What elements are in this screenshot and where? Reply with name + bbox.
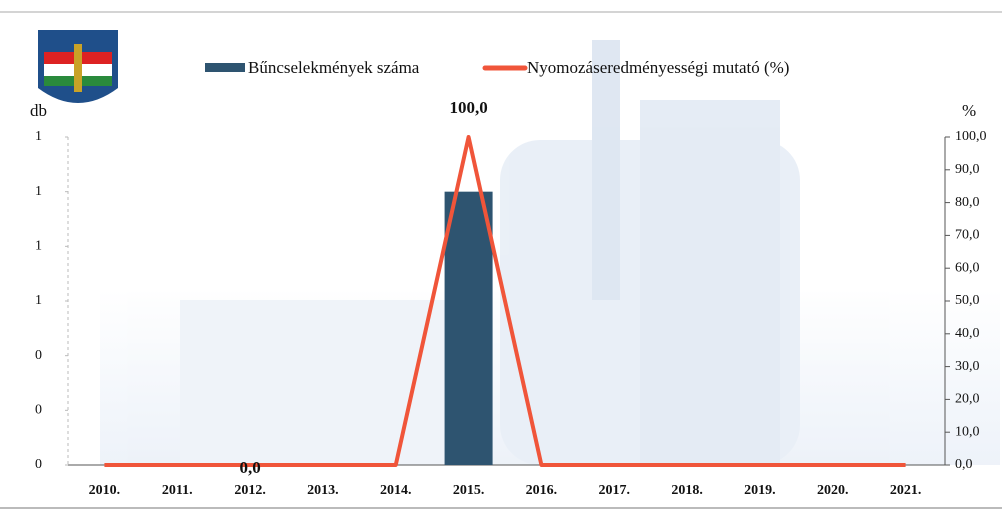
y-axis-title: db xyxy=(30,101,47,120)
legend-label: Bűncselekmények száma xyxy=(248,58,420,77)
y-tick-label: 0 xyxy=(35,403,42,418)
x-tick-label: 2011. xyxy=(162,483,193,498)
x-tick-label: 2014. xyxy=(380,483,412,498)
legend-label: Nyomozáseredményességi mutató (%) xyxy=(527,58,789,77)
logo xyxy=(38,30,118,103)
y2-tick-label: 30,0 xyxy=(955,359,980,374)
x-tick-label: 2017. xyxy=(599,483,631,498)
y-tick-label: 0 xyxy=(35,348,42,363)
y2-tick-label: 0,0 xyxy=(955,457,973,472)
y-tick-label: 1 xyxy=(35,239,42,254)
x-tick-label: 2015. xyxy=(453,483,485,498)
x-tick-label: 2013. xyxy=(307,483,339,498)
legend-swatch xyxy=(205,63,245,72)
x-tick-label: 2018. xyxy=(671,483,703,498)
y2-axis-title: % xyxy=(962,101,976,120)
y-tick-label: 0 xyxy=(35,457,42,472)
y-tick-label: 1 xyxy=(35,129,42,144)
x-tick-label: 2010. xyxy=(89,483,121,498)
x-tick-label: 2016. xyxy=(526,483,558,498)
y2-tick-label: 50,0 xyxy=(955,293,980,308)
y-tick-label: 1 xyxy=(35,293,42,308)
y2-tick-label: 10,0 xyxy=(955,424,980,439)
background-image xyxy=(100,40,1000,465)
y-tick-label: 1 xyxy=(35,184,42,199)
y2-tick-label: 80,0 xyxy=(955,195,980,210)
y2-tick-label: 40,0 xyxy=(955,326,980,341)
y2-tick-label: 90,0 xyxy=(955,162,980,177)
y2-tick-label: 20,0 xyxy=(955,392,980,407)
x-tick-label: 2021. xyxy=(890,483,922,498)
y2-tick-label: 70,0 xyxy=(955,228,980,243)
data-label: 100,0 xyxy=(449,98,487,117)
y2-tick-label: 100,0 xyxy=(955,129,987,144)
x-tick-label: 2012. xyxy=(234,483,266,498)
line xyxy=(104,135,906,467)
bar xyxy=(444,191,493,465)
x-tick-label: 2020. xyxy=(817,483,849,498)
data-label: 0,0 xyxy=(239,458,260,477)
y2-tick-label: 60,0 xyxy=(955,260,980,275)
x-tick-label: 2019. xyxy=(744,483,776,498)
